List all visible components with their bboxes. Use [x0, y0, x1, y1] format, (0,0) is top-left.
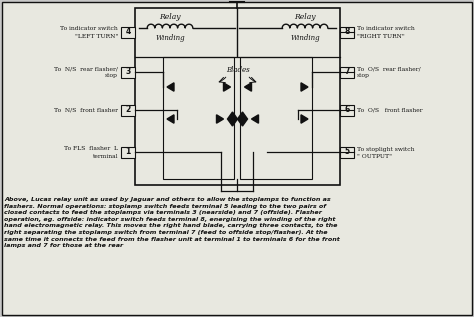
- Text: Winding: Winding: [290, 34, 320, 42]
- Polygon shape: [245, 83, 252, 91]
- Text: Above, Lucas relay unit as used by Jaguar and others to allow the stoplamps to f: Above, Lucas relay unit as used by Jagua…: [4, 197, 340, 248]
- Text: "LEFT TURN": "LEFT TURN": [75, 34, 118, 38]
- Text: To  N/S  rear flasher/: To N/S rear flasher/: [54, 67, 118, 72]
- Text: " OUTPUT": " OUTPUT": [357, 153, 392, 158]
- Text: Blades: Blades: [226, 66, 249, 74]
- Polygon shape: [217, 115, 224, 123]
- FancyBboxPatch shape: [121, 67, 135, 77]
- Polygon shape: [301, 115, 308, 123]
- Polygon shape: [237, 112, 247, 126]
- Text: To  N/S  front flasher: To N/S front flasher: [54, 107, 118, 113]
- Text: 8: 8: [344, 28, 350, 36]
- Text: To  O/S  rear flasher/: To O/S rear flasher/: [357, 67, 420, 72]
- Text: stop: stop: [357, 74, 370, 79]
- Text: 5: 5: [345, 147, 349, 157]
- FancyBboxPatch shape: [121, 27, 135, 37]
- FancyBboxPatch shape: [340, 27, 354, 37]
- Text: 3: 3: [126, 68, 131, 76]
- Text: To  O/S   front flasher: To O/S front flasher: [357, 107, 423, 113]
- Text: "RIGHT TURN": "RIGHT TURN": [357, 34, 405, 38]
- Text: Winding: Winding: [155, 34, 185, 42]
- Text: Relay: Relay: [294, 13, 316, 21]
- Text: 2: 2: [126, 106, 131, 114]
- Text: 6: 6: [345, 106, 350, 114]
- Text: To indicator switch: To indicator switch: [60, 27, 118, 31]
- FancyBboxPatch shape: [121, 105, 135, 115]
- Text: 1: 1: [126, 147, 131, 157]
- Text: Relay: Relay: [159, 13, 181, 21]
- FancyBboxPatch shape: [340, 146, 354, 158]
- FancyBboxPatch shape: [121, 146, 135, 158]
- Text: 4: 4: [126, 28, 131, 36]
- Polygon shape: [301, 83, 308, 91]
- Polygon shape: [252, 115, 258, 123]
- Text: To FLS  flasher  L: To FLS flasher L: [64, 146, 118, 152]
- FancyBboxPatch shape: [340, 105, 354, 115]
- Text: To indicator switch: To indicator switch: [357, 27, 415, 31]
- Text: stop: stop: [105, 74, 118, 79]
- Polygon shape: [228, 112, 237, 126]
- Polygon shape: [167, 83, 174, 91]
- Text: 7: 7: [344, 68, 350, 76]
- Text: terminal: terminal: [92, 153, 118, 158]
- Polygon shape: [167, 115, 174, 123]
- FancyBboxPatch shape: [2, 2, 472, 315]
- FancyBboxPatch shape: [340, 67, 354, 77]
- Text: To stoplight switch: To stoplight switch: [357, 146, 414, 152]
- Polygon shape: [224, 83, 230, 91]
